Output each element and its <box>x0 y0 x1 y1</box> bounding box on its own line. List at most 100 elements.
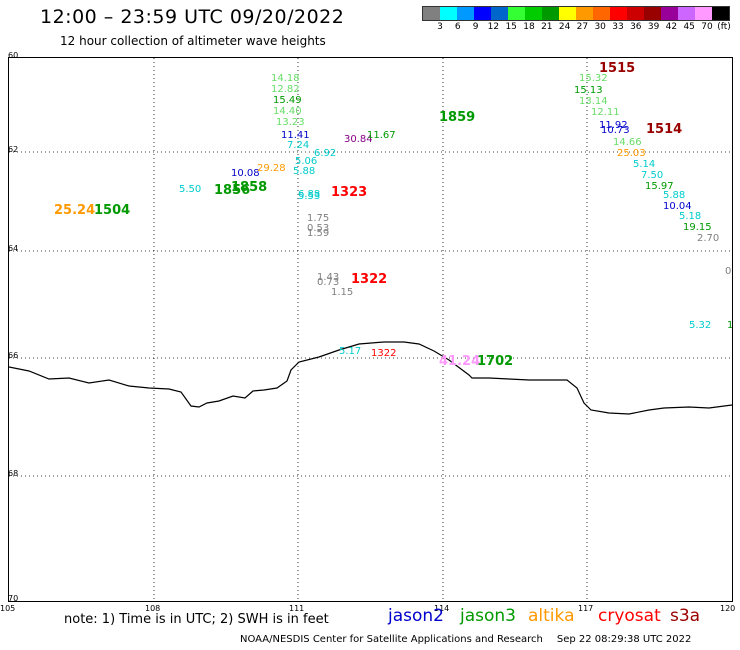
legend-swatch <box>559 7 576 20</box>
latitude-label: 68 <box>8 469 19 478</box>
wave-height-label: 13.23 <box>276 117 305 128</box>
wave-height-label: 15 <box>727 320 732 331</box>
legend-swatch <box>542 7 559 20</box>
legend-label: 6 <box>454 22 461 32</box>
graticule <box>9 58 732 601</box>
legend-label: 42 <box>665 22 678 32</box>
wave-height-label: 1514 <box>646 122 682 137</box>
legend-swatch <box>508 7 525 20</box>
coastline <box>8 341 733 415</box>
wave-height-label: 0.5 <box>725 266 732 277</box>
legend-swatch <box>491 7 508 20</box>
credit-footer: NOAA/NESDIS Center for Satellite Applica… <box>240 634 691 645</box>
longitude-label: 114 <box>434 604 450 613</box>
color-legend-bar <box>422 6 730 21</box>
satellite-legend-s3a: s3a <box>670 606 701 626</box>
wave-height-label: 25.24 <box>54 203 95 218</box>
wave-height-label: 1858 <box>231 180 267 195</box>
wave-height-label: 0.53 <box>307 223 329 234</box>
wave-height-label: 1859 <box>439 110 475 125</box>
latitude-label: 60 <box>8 51 19 60</box>
legend-label: 33 <box>612 22 624 32</box>
wave-height-label: 1.59 <box>307 228 329 239</box>
latitude-label: 62 <box>8 145 19 154</box>
color-legend-labels: 3 6 9 12 15 18 21 24 27 30 33 36 39 42 45 70 (ft) <box>422 22 740 34</box>
wave-height-label: 11.67 <box>367 130 396 141</box>
map-canvas: 14.1812.8215.4914.4013.2311.417.246.925.… <box>8 58 740 601</box>
legend-swatch <box>576 7 593 20</box>
legend-swatch <box>712 7 729 20</box>
wave-height-label: 41.24 <box>439 354 480 369</box>
legend-unit: (ft) <box>717 22 731 32</box>
legend-label: 45 <box>683 22 695 32</box>
wave-height-label: 1504 <box>94 203 130 218</box>
wave-height-label: 5.06 <box>295 156 317 167</box>
wave-height-label: 10.08 <box>231 168 260 179</box>
wave-height-label: 5.32 <box>689 320 711 331</box>
longitude-label: 111 <box>289 604 305 613</box>
wave-height-label: 29.28 <box>257 163 286 174</box>
longitude-label: 105 <box>0 604 16 613</box>
legend-swatch <box>610 7 627 20</box>
latitude-label: 70 <box>8 594 19 603</box>
wave-height-label: 10.04 <box>663 201 692 212</box>
map-plot-area: 14.18 12.82 15.49 14.40 13.23 11.41 7.24 6.92 5.… <box>8 57 740 602</box>
wave-height-label: 1.43 <box>317 272 339 283</box>
wave-height-label: 14.66 <box>613 137 642 148</box>
longitude-label: 108 <box>145 604 161 613</box>
wave-height-label: 10.73 <box>601 125 630 136</box>
wave-height-label: 1.75 <box>307 213 329 224</box>
legend-swatch <box>678 7 695 20</box>
map-title: 12:00 – 23:59 UTC 09/20/2022 <box>40 6 345 28</box>
satellite-legend-jason3: jason3 <box>460 606 516 626</box>
legend-label: 12 <box>487 22 500 32</box>
legend-swatch <box>627 7 644 20</box>
wave-height-label: 2.70 <box>697 233 719 244</box>
legend-label: 15 <box>505 22 517 32</box>
wave-height-label: 11.92 <box>599 120 628 131</box>
units-note: note: 1) Time is in UTC; 2) SWH is in fe… <box>64 612 329 627</box>
wave-height-label: 6.92 <box>314 148 336 159</box>
wave-height-label: 30.84 <box>344 134 373 145</box>
wave-height-label: 1515 <box>599 61 635 76</box>
legend-swatch <box>423 7 440 20</box>
wave-height-label: 7.50 <box>641 170 663 181</box>
wave-height-label: 0.73 <box>317 277 339 288</box>
legend-swatch <box>644 7 661 20</box>
wave-height-label: 1856 <box>214 183 250 198</box>
longitude-label: 120 <box>720 604 736 613</box>
wave-height-label: 14.18 <box>271 73 300 84</box>
wave-height-label: 14.40 <box>273 106 302 117</box>
wave-height-label: 15.32 <box>579 73 608 84</box>
credit-text: NOAA/NESDIS Center for Satellite Applica… <box>240 634 543 645</box>
satellite-legend-altika: altika <box>528 606 575 626</box>
legend-label: 9 <box>472 22 479 32</box>
wave-height-label: 6.88 <box>298 189 320 200</box>
wave-height-label: 12.11 <box>591 107 620 118</box>
wave-height-label: 1.15 <box>331 287 353 298</box>
legend-label: 24 <box>558 22 571 32</box>
legend-swatch <box>525 7 542 20</box>
legend-swatch <box>661 7 678 20</box>
wave-height-label: 5.88 <box>663 190 685 201</box>
wave-height-label: 1702 <box>477 354 513 369</box>
map-subtitle: 12 hour collection of altimeter wave hei… <box>60 34 326 48</box>
wave-height-label: 5.14 <box>633 159 655 170</box>
wave-height-label: 15.13 <box>574 85 603 96</box>
legend-label: 18 <box>523 22 535 32</box>
wave-height-label: 7.24 <box>287 140 309 151</box>
legend-label: 70 <box>701 22 713 32</box>
wave-height-label: 12.82 <box>271 84 300 95</box>
legend-swatch <box>474 7 491 20</box>
satellite-legend-cryosat: cryosat <box>598 606 661 626</box>
legend-label: 21 <box>541 22 553 32</box>
wave-height-labels: 14.1812.8215.4914.4013.2311.417.246.925.… <box>54 61 740 369</box>
wave-height-label: 15.97 <box>645 181 674 192</box>
legend-swatch <box>593 7 610 20</box>
wave-height-label: 25.03 <box>617 148 646 159</box>
satellite-legend-jason2: jason2 <box>388 606 444 626</box>
wave-height-label: 5.18 <box>679 211 701 222</box>
wave-height-label: 1322 <box>351 272 387 287</box>
legend-label: 27 <box>576 22 589 32</box>
legend-label: 39 <box>647 22 660 32</box>
